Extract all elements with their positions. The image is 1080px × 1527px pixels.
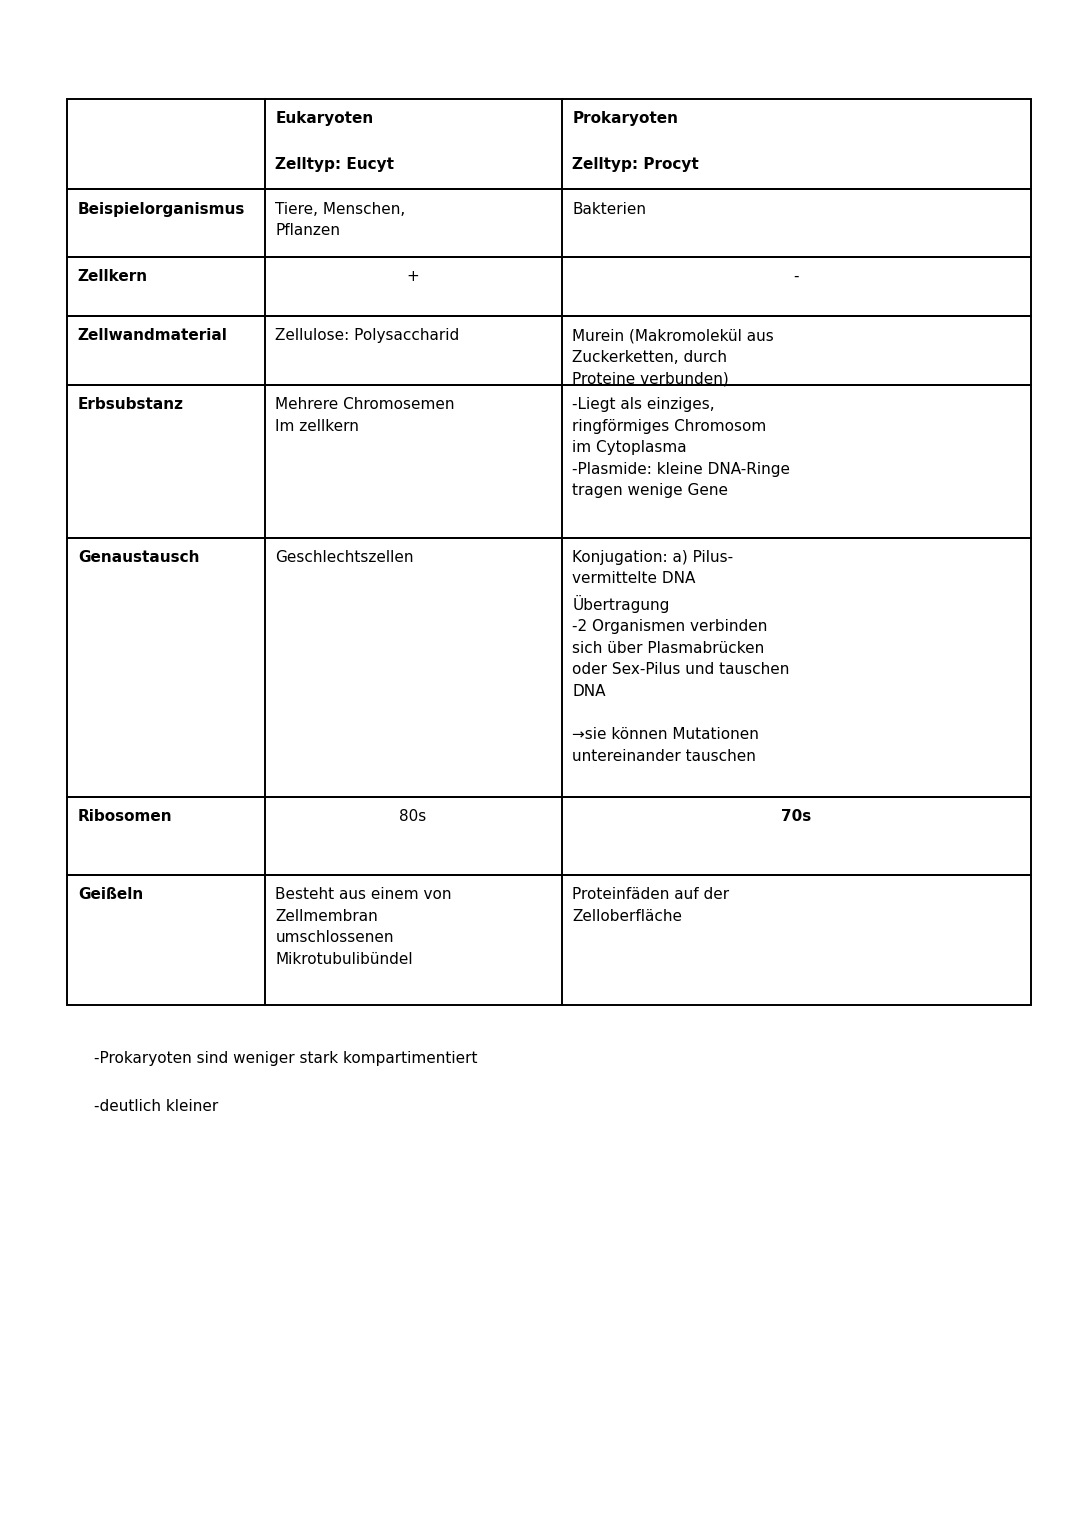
Text: -deutlich kleiner: -deutlich kleiner: [94, 1099, 218, 1115]
Text: 70s: 70s: [781, 809, 812, 825]
Text: Zelltyp: Procyt: Zelltyp: Procyt: [572, 157, 699, 173]
Text: Besteht aus einem von
Zellmembran
umschlossenen
Mikrotubulibündel: Besteht aus einem von Zellmembran umschl…: [275, 887, 451, 967]
Text: Zellulose: Polysaccharid: Zellulose: Polysaccharid: [275, 328, 460, 344]
Text: 80s: 80s: [400, 809, 427, 825]
Text: -Liegt als einziges,
ringförmiges Chromosom
im Cytoplasma
-Plasmide: kleine DNA-: -Liegt als einziges, ringförmiges Chromo…: [572, 397, 791, 498]
Text: Beispielorganismus: Beispielorganismus: [78, 202, 245, 217]
Text: Prokaryoten: Prokaryoten: [572, 111, 678, 127]
Text: Zellkern: Zellkern: [78, 269, 148, 284]
Text: Erbsubstanz: Erbsubstanz: [78, 397, 184, 412]
Text: Genaustausch: Genaustausch: [78, 550, 199, 565]
Text: Zelltyp: Eucyt: Zelltyp: Eucyt: [275, 157, 394, 173]
Text: Murein (Makromolekül aus
Zuckerketten, durch
Proteine verbunden): Murein (Makromolekül aus Zuckerketten, d…: [572, 328, 774, 386]
Text: +: +: [407, 269, 419, 284]
Text: -: -: [794, 269, 799, 284]
Text: Konjugation: a) Pilus-
vermittelte DNA
Übertragung
-2 Organismen verbinden
sich : Konjugation: a) Pilus- vermittelte DNA Ü…: [572, 550, 789, 764]
Text: Proteinfäden auf der
Zelloberfläche: Proteinfäden auf der Zelloberfläche: [572, 887, 729, 924]
Text: Zellwandmaterial: Zellwandmaterial: [78, 328, 228, 344]
Text: Mehrere Chromosemen
Im zellkern: Mehrere Chromosemen Im zellkern: [275, 397, 455, 434]
Text: Ribosomen: Ribosomen: [78, 809, 173, 825]
Text: Tiere, Menschen,
Pflanzen: Tiere, Menschen, Pflanzen: [275, 202, 406, 238]
Text: -Prokaryoten sind weniger stark kompartimentiert: -Prokaryoten sind weniger stark komparti…: [94, 1051, 477, 1066]
Text: Eukaryoten: Eukaryoten: [275, 111, 374, 127]
Text: Geißeln: Geißeln: [78, 887, 143, 902]
Text: Geschlechtszellen: Geschlechtszellen: [275, 550, 414, 565]
Text: Bakterien: Bakterien: [572, 202, 647, 217]
